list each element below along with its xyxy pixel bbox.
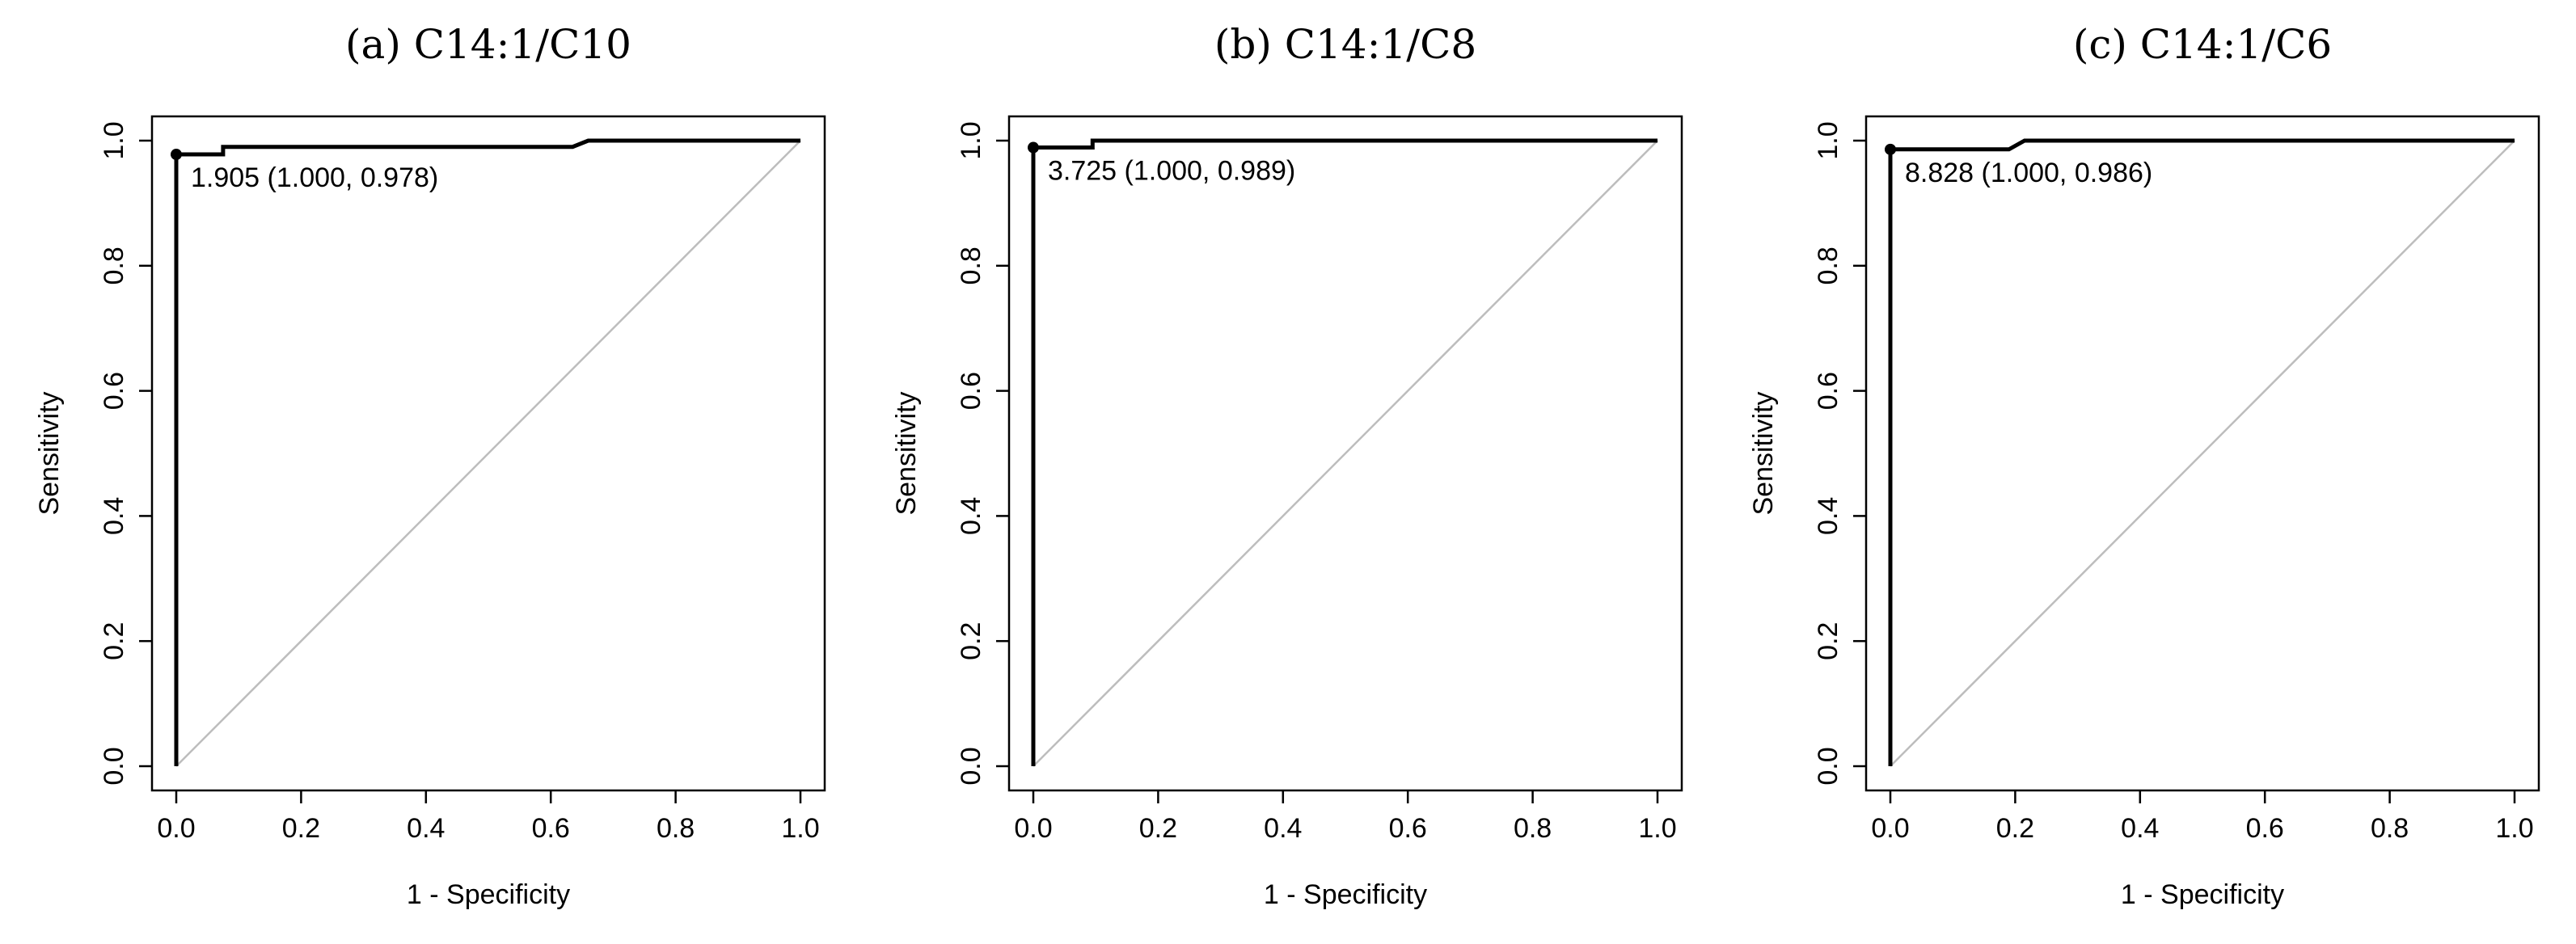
x-tick-label: 1.0 [781,813,819,844]
x-tick-label: 0.6 [2246,813,2284,844]
roc-curve-line [1031,138,1658,766]
reference-diagonal-line [175,140,801,767]
x-tick-label: 0.2 [1139,813,1177,844]
x-axis-label: 1 - Specificity [2121,879,2284,910]
x-tick-label: 0.4 [407,813,445,844]
x-tick-label: 0.0 [1871,813,1909,844]
panel-title: (a) C14:1/C10 [345,21,631,68]
x-tick-label: 0.0 [157,813,195,844]
y-axis-label: Sensitivity [891,391,922,515]
y-tick-label: 0.0 [1813,747,1843,785]
x-tick-label: 0.0 [1014,813,1052,844]
x-tick-label: 0.8 [2371,813,2409,844]
y-tick-label: 0.8 [1813,247,1843,284]
panel-title: (c) C14:1/C6 [2073,21,2332,68]
x-tick-label: 0.6 [1389,813,1427,844]
x-axis-label: 1 - Specificity [1264,879,1427,910]
y-axis-label: Sensitivity [34,391,65,515]
y-tick-label: 0.4 [1813,497,1843,535]
y-tick-label: 1.0 [956,121,986,159]
y-tick-label: 0.2 [1813,622,1843,660]
y-tick-label: 0.4 [956,497,986,535]
y-tick-label: 0.0 [99,747,129,785]
y-tick-label: 0.8 [956,247,986,284]
y-tick-label: 0.4 [99,497,129,535]
threshold-annotation: 1.905 (1.000, 0.978) [191,162,438,193]
x-tick-label: 0.2 [282,813,320,844]
plot-frame [1864,115,2540,792]
x-tick-label: 1.0 [1638,813,1676,844]
roc-panel-3: (c) C14:1/C6 0.0 0.2 0.4 0.6 0.8 1.0 0.0 0.2 0.4 0… [1748,21,2540,910]
y-tick-label: 1.0 [1813,121,1843,159]
roc-curve-line [1888,138,2515,766]
y-tick-label: 0.6 [1813,372,1843,410]
threshold-annotation: 3.725 (1.000, 0.989) [1048,156,1295,187]
threshold-point [1028,141,1039,154]
x-tick-label: 0.4 [2121,813,2159,844]
y-tick-label: 0.2 [99,622,129,660]
x-tick-label: 0.4 [1264,813,1302,844]
roc-panel-2: (b) C14:1/C8 0.0 0.2 0.4 0.6 0.8 1.0 0.0 0.2 0.4 0… [891,21,1683,910]
y-tick-label: 0.6 [99,372,129,410]
x-axis-label: 1 - Specificity [407,879,570,910]
plot-frame [1007,115,1683,792]
x-tick-label: 0.6 [532,813,570,844]
roc-panel-1: (a) C14:1/C10 0.0 0.2 0.4 0.6 0.8 1.0 0.0 0.2 0.4… [34,21,826,910]
y-tick-label: 1.0 [99,121,129,159]
panel-title: (b) C14:1/C8 [1214,21,1476,68]
y-axis-label: Sensitivity [1748,391,1779,515]
y-tick-label: 0.6 [956,372,986,410]
reference-diagonal-line [1033,140,1658,767]
y-tick-label: 0.8 [99,247,129,284]
y-tick-label: 0.2 [956,622,986,660]
x-tick-label: 0.8 [657,813,695,844]
x-tick-label: 0.8 [1514,813,1552,844]
plot-frame [150,115,826,792]
x-tick-label: 1.0 [2495,813,2533,844]
y-tick-label: 0.0 [956,747,986,785]
threshold-annotation: 8.828 (1.000, 0.986) [1905,158,2152,188]
x-tick-label: 0.2 [1996,813,2034,844]
threshold-point [171,149,182,161]
reference-diagonal-line [1890,140,2515,767]
threshold-point [1885,143,1896,155]
